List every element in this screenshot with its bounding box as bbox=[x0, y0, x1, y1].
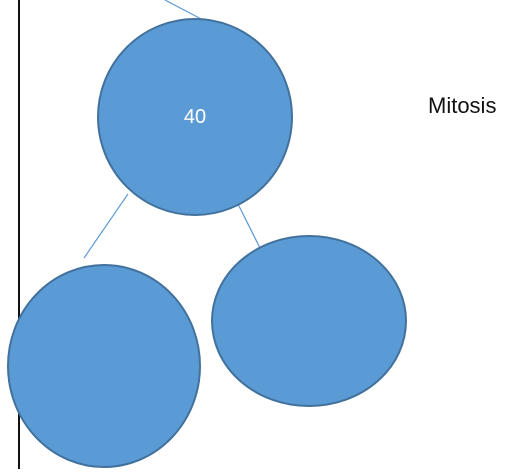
connector-right-child bbox=[235, 199, 261, 249]
connector-top bbox=[164, 0, 206, 22]
parent-cell: 40 bbox=[97, 18, 293, 216]
connector-left-child bbox=[83, 193, 129, 259]
daughter-cell-right bbox=[211, 235, 407, 407]
parent-cell-label: 40 bbox=[184, 106, 206, 128]
mitosis-caption: Mitosis bbox=[428, 93, 497, 118]
parent-cell-shape bbox=[97, 18, 293, 216]
daughter-cell-left bbox=[7, 264, 201, 468]
